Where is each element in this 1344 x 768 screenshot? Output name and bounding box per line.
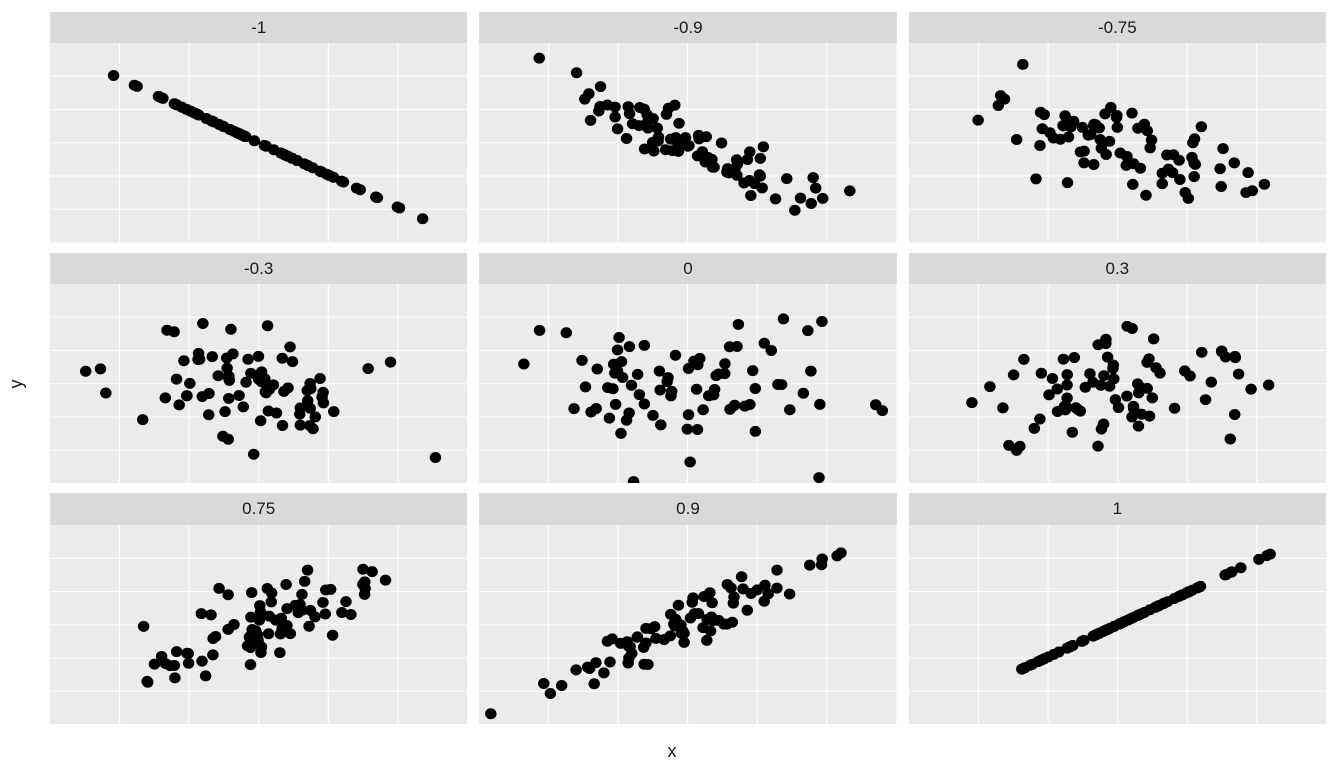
scatter-panel: [909, 525, 1326, 724]
scatter-panel: [479, 525, 896, 724]
scatter-panel: [50, 43, 467, 242]
scatter-panel: [479, 284, 896, 483]
facet-strip-label: -0.75: [909, 12, 1326, 43]
facet-panel: -0.3: [50, 253, 467, 484]
scatter-panel: [909, 43, 1326, 242]
facet-panel: 0.75: [50, 493, 467, 724]
facet-panel: -0.75: [909, 12, 1326, 243]
facet-panel: -1: [50, 12, 467, 243]
facet-panel: 0.3: [909, 253, 1326, 484]
facet-strip-label: 1: [909, 493, 1326, 524]
x-axis-title: x: [668, 741, 677, 762]
facet-strip-label: 0.3: [909, 253, 1326, 284]
scatter-panel: [50, 525, 467, 724]
facet-grid: -1 -0.9 -0.75 -0.3 0 0.3 0.75 0.9 1: [50, 12, 1326, 724]
scatter-panel: [479, 43, 896, 242]
facet-panel: 0: [479, 253, 896, 484]
facet-strip-label: -0.3: [50, 253, 467, 284]
facet-strip-label: -0.9: [479, 12, 896, 43]
scatter-panel: [50, 284, 467, 483]
facet-panel: 1: [909, 493, 1326, 724]
y-axis-title: y: [6, 380, 27, 389]
scatter-panel: [909, 284, 1326, 483]
facet-strip-label: 0: [479, 253, 896, 284]
facet-panel: -0.9: [479, 12, 896, 243]
facet-strip-label: 0.9: [479, 493, 896, 524]
facet-strip-label: -1: [50, 12, 467, 43]
facet-panel: 0.9: [479, 493, 896, 724]
figure: y x -1 -0.9 -0.75 -0.3 0 0.3 0.75 0.9 1: [0, 0, 1344, 768]
facet-strip-label: 0.75: [50, 493, 467, 524]
